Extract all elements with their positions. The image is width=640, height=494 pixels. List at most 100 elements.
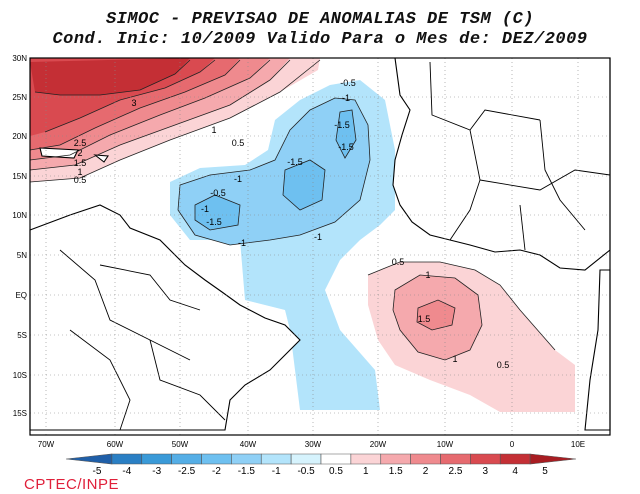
colorbar-label: -4 <box>122 466 131 477</box>
cold-anomaly-15c <box>336 110 356 158</box>
contour-line <box>282 159 326 211</box>
contours <box>29 59 556 361</box>
lat-label: 30N <box>12 54 27 63</box>
contour-line <box>335 109 357 159</box>
lat-label: 5N <box>17 251 27 260</box>
border <box>519 204 526 251</box>
contour-label: 0.5 <box>392 257 405 267</box>
colorbar-label: -0.5 <box>297 466 315 477</box>
contour-line <box>392 274 483 361</box>
colorbar-swatch <box>141 453 172 465</box>
lon-label: 50W <box>172 440 189 449</box>
colorbar-label: -1.5 <box>238 466 256 477</box>
contour-label: -0.5 <box>340 78 356 88</box>
contour-label: 3 <box>131 98 136 108</box>
land <box>29 57 611 431</box>
contour-label: 1 <box>77 167 82 177</box>
border <box>149 339 226 421</box>
colorbar-swatch <box>440 453 471 465</box>
lat-label: EQ <box>15 291 27 300</box>
colorbar-swatch <box>231 453 262 465</box>
cold-anomaly-15b <box>283 160 325 210</box>
lon-label: 60W <box>107 440 124 449</box>
contour-label: -1.5 <box>206 217 222 227</box>
contour-line <box>29 59 321 183</box>
colorbar-label: -2.5 <box>178 466 196 477</box>
colorbar-label: -5 <box>92 466 101 477</box>
colorbar-swatch <box>380 453 411 465</box>
colorbar <box>65 453 577 465</box>
lat-label: 20N <box>12 132 27 141</box>
south-america <box>29 204 301 431</box>
colorbar-label: -2 <box>212 466 221 477</box>
contour-label: 1.5 <box>74 158 87 168</box>
colorbar-label: 4 <box>512 466 518 477</box>
map-frame <box>29 57 611 436</box>
lat-label: 10N <box>12 211 27 220</box>
longitude-labels: 70W 60W 50W 40W 30W 20W 10W 0 10E <box>38 440 585 449</box>
colorbar-label: 2.5 <box>448 466 462 477</box>
lon-label: 70W <box>38 440 55 449</box>
colorbar-swatch <box>65 453 113 465</box>
contour-label: 0.5 <box>232 138 245 148</box>
colorbar-swatch <box>470 453 501 465</box>
contour-line <box>416 299 456 331</box>
border <box>99 264 201 311</box>
guinea-warm-15 <box>417 300 455 330</box>
map-title: SIMOC - PREVISAO DE ANOMALIAS DE TSM (C) <box>105 10 535 29</box>
lat-label: 5S <box>17 331 27 340</box>
colorbar-label: -1 <box>272 466 281 477</box>
borders <box>59 61 611 431</box>
contour-labels: 32.521.510.510.5-0.5-1-1.5-1.5-1.5-1-1-1… <box>74 78 510 370</box>
graticule <box>30 58 610 435</box>
contour-line <box>29 59 271 161</box>
colorbar-swatch <box>529 453 577 465</box>
cold-anomaly-15 <box>195 195 240 230</box>
colorbar-label: 1.5 <box>389 466 403 477</box>
lon-label: 10E <box>571 440 585 449</box>
colorbar-swatch <box>201 453 232 465</box>
contour-label: -1 <box>201 204 209 214</box>
contour-label: -1.5 <box>338 142 354 152</box>
colorbar-swatch <box>290 453 322 465</box>
anomaly-fields <box>30 58 575 412</box>
contour-label: 1.5 <box>418 314 431 324</box>
colorbar-swatch <box>320 453 352 465</box>
contour-label: 0.5 <box>74 175 87 185</box>
colorbar-swatch <box>350 453 382 465</box>
lon-label: 20W <box>370 440 387 449</box>
colorbar-swatch <box>260 453 292 465</box>
contour-label: -1 <box>234 174 242 184</box>
lon-label: 0 <box>510 440 515 449</box>
contour-label: -1.5 <box>334 120 350 130</box>
contour-line <box>34 59 191 96</box>
contour-line <box>29 59 241 151</box>
contour-label: -1.5 <box>287 157 303 167</box>
colorbar-swatch <box>171 453 202 465</box>
contour-label: 1 <box>452 354 457 364</box>
contour-label: 1 <box>425 270 430 280</box>
border <box>539 119 586 231</box>
lon-label: 10W <box>437 440 454 449</box>
colorbar-swatch <box>499 453 531 465</box>
colorbar-swatch <box>111 453 143 465</box>
colorbar-label: 2 <box>423 466 429 477</box>
lon-label: 40W <box>240 440 257 449</box>
lon-label: 30W <box>305 440 322 449</box>
contour-label: 1 <box>211 125 216 135</box>
warm-anomaly-3 <box>30 58 190 95</box>
colorbar-label: 0.5 <box>329 466 343 477</box>
contour-line <box>177 97 371 246</box>
contour-label: -1 <box>342 93 350 103</box>
border <box>69 329 131 431</box>
map-subtitle: Cond. Inic: 10/2009 Valido Para o Mes de… <box>52 30 588 49</box>
border <box>59 249 191 361</box>
contour-label: -0.5 <box>210 188 226 198</box>
contour-line <box>194 194 241 231</box>
caribbean-island <box>93 154 109 163</box>
lat-label: 15S <box>13 409 27 418</box>
colorbar-swatch <box>410 453 441 465</box>
contour-line <box>44 59 216 133</box>
colorbar-label: -3 <box>152 466 161 477</box>
